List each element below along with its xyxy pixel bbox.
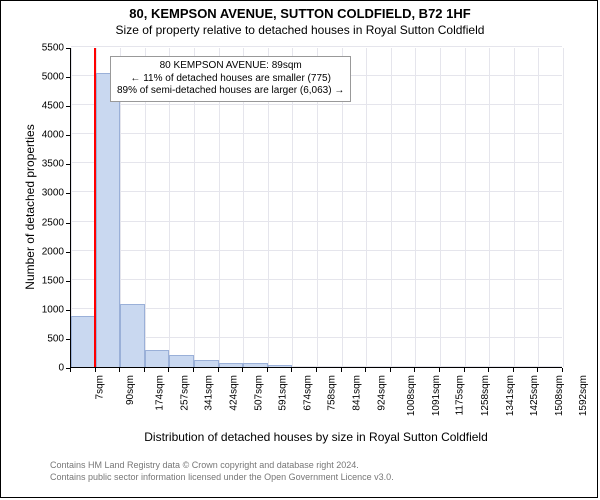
histogram-bar <box>96 73 121 367</box>
x-tick-label: 1341sqm <box>505 375 516 416</box>
property-marker-line <box>94 48 96 367</box>
y-axis-label: Number of detached properties <box>23 107 37 307</box>
x-tick-label: 257sqm <box>179 375 190 411</box>
annotation-line-3: 89% of semi-detached houses are larger (… <box>117 85 344 98</box>
x-tick-label: 1091sqm <box>431 375 442 416</box>
x-tick-label: 507sqm <box>253 375 264 411</box>
x-tick-label: 90sqm <box>125 375 136 405</box>
x-axis-label: Distribution of detached houses by size … <box>70 430 562 444</box>
y-tick-label: 5000 <box>0 72 64 83</box>
x-tick-label: 758sqm <box>327 375 338 411</box>
x-tick-label: 674sqm <box>302 375 313 411</box>
y-tick-label: 500 <box>0 333 64 344</box>
x-tick-label: 1258sqm <box>480 375 491 416</box>
histogram-bar <box>145 350 170 367</box>
histogram-bar <box>219 363 244 367</box>
x-tick-label: 341sqm <box>204 375 215 411</box>
y-tick-label: 5500 <box>0 43 64 54</box>
footer-line-2: Contains public sector information licen… <box>50 472 394 484</box>
histogram-bar <box>120 304 145 367</box>
histogram-bar <box>169 355 194 367</box>
chart-title: 80, KEMPSON AVENUE, SUTTON COLDFIELD, B7… <box>0 0 600 21</box>
x-tick-label: 841sqm <box>352 375 363 411</box>
x-tick-label: 591sqm <box>278 375 289 411</box>
histogram-bar <box>71 316 96 367</box>
footer-line-1: Contains HM Land Registry data © Crown c… <box>50 460 394 472</box>
annotation-line-2: ← 11% of detached houses are smaller (77… <box>117 73 344 86</box>
y-tick-label: 0 <box>0 363 64 374</box>
x-tick-label: 7sqm <box>94 375 105 399</box>
x-tick-label: 1425sqm <box>529 375 540 416</box>
chart-container: 80, KEMPSON AVENUE, SUTTON COLDFIELD, B7… <box>0 0 600 500</box>
histogram-bar <box>268 365 293 367</box>
x-tick-label: 1175sqm <box>455 375 466 415</box>
x-tick-label: 1008sqm <box>406 375 417 416</box>
x-tick-label: 424sqm <box>229 375 240 411</box>
x-tick-label: 174sqm <box>155 375 166 411</box>
x-tick-label: 924sqm <box>376 375 387 411</box>
histogram-bar <box>243 363 268 367</box>
histogram-bar <box>194 360 219 367</box>
annotation-line-1: 80 KEMPSON AVENUE: 89sqm <box>117 60 344 73</box>
x-tick-label: 1592sqm <box>579 375 590 416</box>
chart-subtitle: Size of property relative to detached ho… <box>0 21 600 37</box>
x-tick-label: 1508sqm <box>554 375 565 416</box>
annotation-box: 80 KEMPSON AVENUE: 89sqm ← 11% of detach… <box>110 56 351 102</box>
footer-attribution: Contains HM Land Registry data © Crown c… <box>50 460 394 483</box>
